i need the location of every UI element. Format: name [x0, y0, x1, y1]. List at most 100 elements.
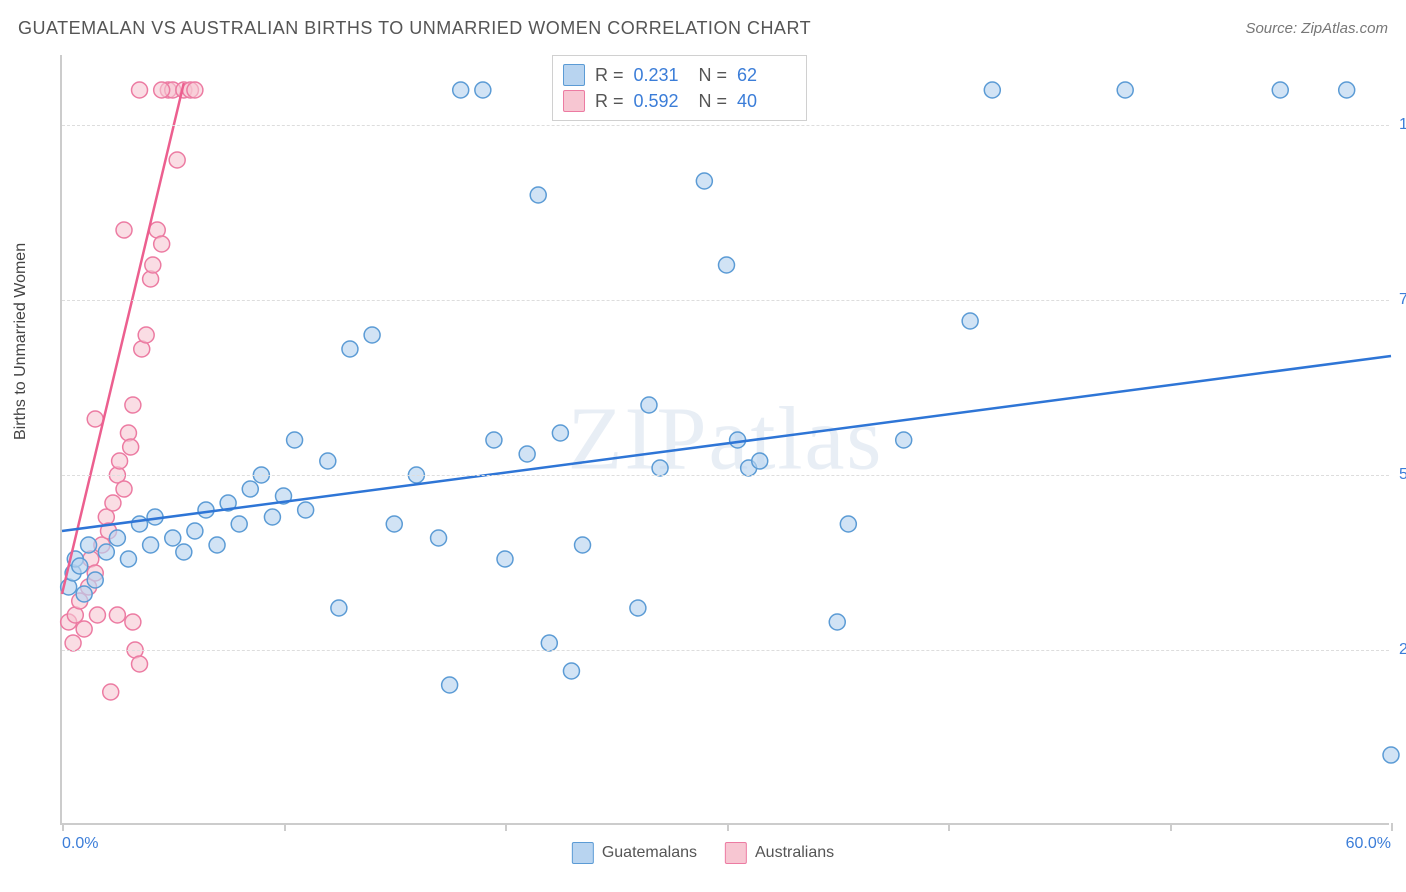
- stats-n-label: N =: [699, 91, 728, 112]
- data-point: [1383, 747, 1399, 763]
- data-point: [123, 439, 139, 455]
- data-point: [112, 453, 128, 469]
- chart-plot-area: ZIPatlas R = 0.231 N = 62 R = 0.592 N = …: [60, 55, 1389, 825]
- data-point: [76, 621, 92, 637]
- scatter-svg: [62, 55, 1389, 823]
- x-tick: [727, 823, 729, 831]
- data-point: [552, 425, 568, 441]
- data-point: [298, 502, 314, 518]
- data-point: [630, 600, 646, 616]
- legend-item-australians: Australians: [725, 842, 834, 864]
- data-point: [187, 82, 203, 98]
- x-tick: [62, 823, 64, 831]
- gridline: [62, 300, 1389, 301]
- data-point: [72, 558, 88, 574]
- data-point: [575, 537, 591, 553]
- legend-label-australians: Australians: [755, 844, 834, 862]
- x-tick-label: 0.0%: [62, 835, 98, 853]
- data-point: [187, 523, 203, 539]
- x-tick: [1170, 823, 1172, 831]
- data-point: [264, 509, 280, 525]
- data-point: [641, 397, 657, 413]
- data-point: [386, 516, 402, 532]
- data-point: [519, 446, 535, 462]
- data-point: [65, 635, 81, 651]
- data-point: [331, 600, 347, 616]
- stats-n-label: N =: [699, 65, 728, 86]
- x-tick-label: 60.0%: [1346, 835, 1391, 853]
- data-point: [120, 551, 136, 567]
- x-tick: [284, 823, 286, 831]
- data-point: [116, 222, 132, 238]
- data-point: [497, 551, 513, 567]
- data-point: [896, 432, 912, 448]
- stats-n-value-0: 62: [737, 65, 792, 86]
- swatch-guatemalans: [563, 64, 585, 86]
- data-point: [154, 82, 170, 98]
- stats-legend-box: R = 0.231 N = 62 R = 0.592 N = 40: [552, 55, 807, 121]
- stats-r-label: R =: [595, 91, 624, 112]
- data-point: [563, 663, 579, 679]
- legend-swatch-australians: [725, 842, 747, 864]
- data-point: [98, 544, 114, 560]
- data-point: [730, 432, 746, 448]
- data-point: [752, 453, 768, 469]
- data-point: [696, 173, 712, 189]
- stats-n-value-1: 40: [737, 91, 792, 112]
- y-axis-label: Births to Unmarried Women: [12, 243, 30, 440]
- data-point: [1117, 82, 1133, 98]
- data-point: [962, 313, 978, 329]
- y-tick-label: 50.0%: [1399, 466, 1406, 484]
- data-point: [81, 537, 97, 553]
- data-point: [198, 502, 214, 518]
- data-point: [1272, 82, 1288, 98]
- gridline: [62, 125, 1389, 126]
- trendline: [62, 356, 1391, 531]
- x-tick: [1391, 823, 1393, 831]
- y-tick-label: 100.0%: [1399, 116, 1406, 134]
- data-point: [125, 614, 141, 630]
- data-point: [116, 481, 132, 497]
- data-point: [475, 82, 491, 98]
- data-point: [342, 341, 358, 357]
- data-point: [287, 432, 303, 448]
- gridline: [62, 650, 1389, 651]
- swatch-australians: [563, 90, 585, 112]
- data-point: [87, 411, 103, 427]
- data-point: [132, 516, 148, 532]
- stats-r-value-1: 0.592: [634, 91, 689, 112]
- y-tick-label: 25.0%: [1399, 641, 1406, 659]
- stats-row-guatemalans: R = 0.231 N = 62: [563, 62, 792, 88]
- data-point: [109, 607, 125, 623]
- data-point: [719, 257, 735, 273]
- legend-item-guatemalans: Guatemalans: [572, 842, 697, 864]
- source-label: Source: ZipAtlas.com: [1245, 20, 1388, 37]
- x-tick: [948, 823, 950, 831]
- gridline: [62, 475, 1389, 476]
- chart-title: GUATEMALAN VS AUSTRALIAN BIRTHS TO UNMAR…: [18, 18, 811, 39]
- data-point: [109, 530, 125, 546]
- legend-bottom: Guatemalans Australians: [572, 842, 834, 864]
- data-point: [165, 530, 181, 546]
- data-point: [231, 516, 247, 532]
- data-point: [132, 82, 148, 98]
- data-point: [541, 635, 557, 651]
- data-point: [154, 236, 170, 252]
- data-point: [242, 481, 258, 497]
- x-tick: [505, 823, 507, 831]
- data-point: [431, 530, 447, 546]
- data-point: [143, 537, 159, 553]
- data-point: [105, 495, 121, 511]
- y-tick-label: 75.0%: [1399, 291, 1406, 309]
- data-point: [829, 614, 845, 630]
- data-point: [442, 677, 458, 693]
- data-point: [176, 544, 192, 560]
- data-point: [87, 572, 103, 588]
- legend-swatch-guatemalans: [572, 842, 594, 864]
- stats-r-label: R =: [595, 65, 624, 86]
- data-point: [364, 327, 380, 343]
- data-point: [486, 432, 502, 448]
- data-point: [76, 586, 92, 602]
- stats-r-value-0: 0.231: [634, 65, 689, 86]
- legend-label-guatemalans: Guatemalans: [602, 844, 697, 862]
